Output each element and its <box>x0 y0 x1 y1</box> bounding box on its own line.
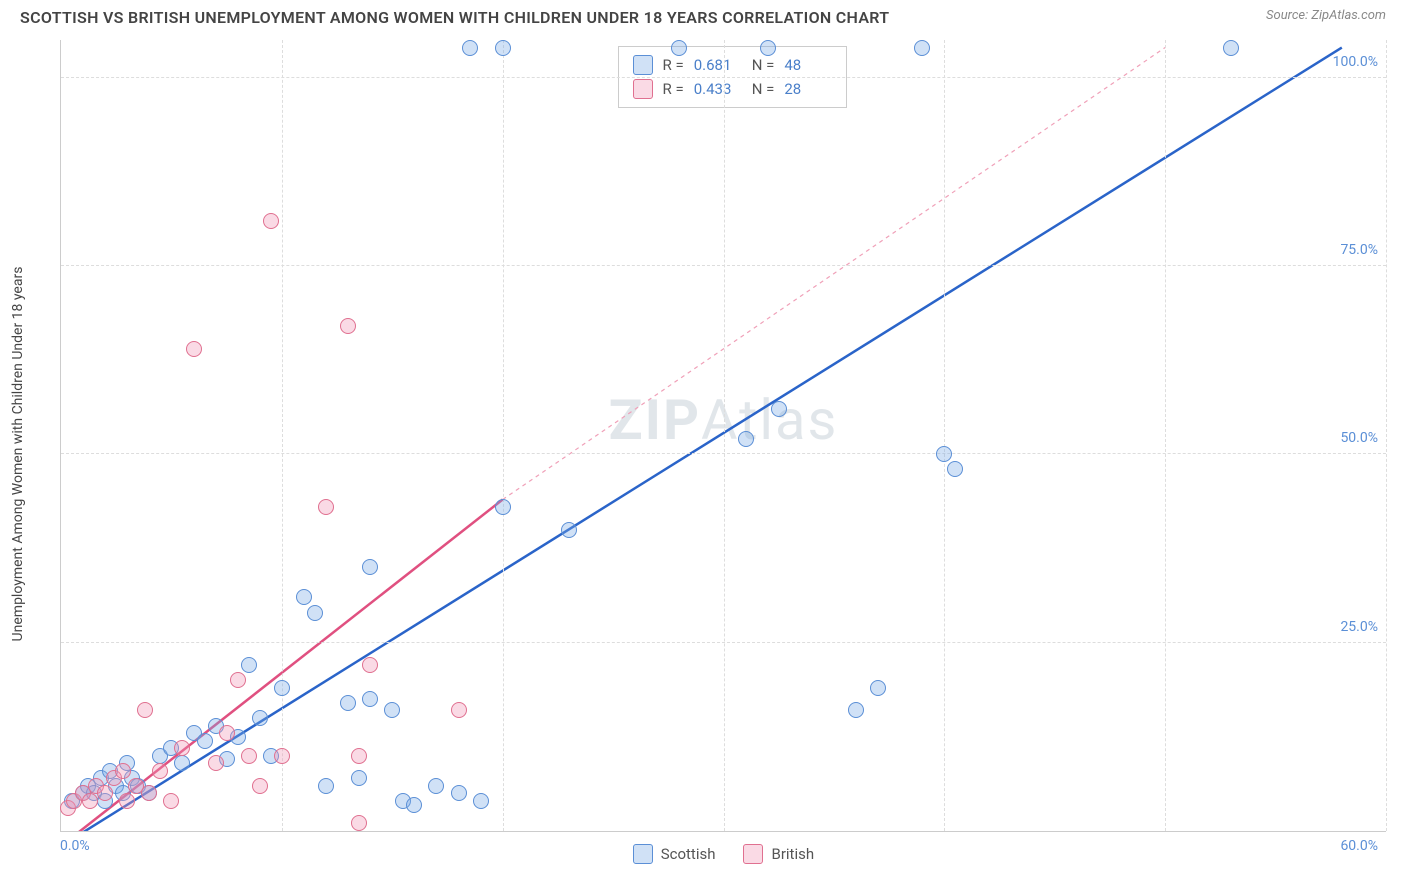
data-point <box>362 657 378 673</box>
grid-line-v <box>944 40 945 831</box>
series-legend: Scottish British <box>633 844 814 864</box>
y-tick-label: 100.0% <box>1333 54 1378 70</box>
r-value: 0.433 <box>694 80 742 98</box>
legend-label: Scottish <box>661 845 716 863</box>
data-point <box>428 778 444 794</box>
legend-swatch <box>743 844 763 864</box>
r-value: 0.681 <box>694 56 742 74</box>
y-tick-label: 25.0% <box>1340 619 1378 635</box>
data-point <box>362 691 378 707</box>
data-point <box>137 702 153 718</box>
n-value: 48 <box>784 56 832 74</box>
chart-title: SCOTTISH VS BRITISH UNEMPLOYMENT AMONG W… <box>20 8 889 27</box>
n-label: N = <box>752 56 775 74</box>
data-point <box>561 522 577 538</box>
n-label: N = <box>752 80 775 98</box>
data-point <box>495 40 511 56</box>
data-point <box>351 770 367 786</box>
data-point <box>936 446 952 462</box>
data-point <box>174 740 190 756</box>
data-point <box>274 748 290 764</box>
data-point <box>771 401 787 417</box>
data-point <box>241 748 257 764</box>
legend-swatch <box>633 79 653 99</box>
y-tick-label: 50.0% <box>1340 430 1378 446</box>
data-point <box>406 797 422 813</box>
data-point <box>307 605 323 621</box>
y-axis-label: Unemployment Among Women with Children U… <box>10 267 26 642</box>
data-point <box>318 499 334 515</box>
data-point <box>451 702 467 718</box>
data-point <box>1223 40 1239 56</box>
data-point <box>451 785 467 801</box>
grid-line-v <box>724 40 725 831</box>
legend-row: R = 0.433 N = 28 <box>633 77 833 101</box>
data-point <box>738 431 754 447</box>
y-tick-label: 75.0% <box>1340 242 1378 258</box>
data-point <box>362 559 378 575</box>
data-point <box>186 341 202 357</box>
data-point <box>82 793 98 809</box>
data-point <box>351 815 367 831</box>
n-value: 28 <box>784 80 832 98</box>
data-point <box>870 680 886 696</box>
plot-area: ZIPAtlas R =0.681N =48R =0.433N =28 25.0… <box>60 40 1386 832</box>
data-point <box>163 793 179 809</box>
data-point <box>473 793 489 809</box>
data-point <box>115 763 131 779</box>
grid-line-v <box>1386 40 1387 831</box>
x-tick-min: 0.0% <box>60 838 90 854</box>
r-label: R = <box>663 80 684 98</box>
data-point <box>252 778 268 794</box>
data-point <box>174 755 190 771</box>
legend-swatch <box>633 55 653 75</box>
data-point <box>197 733 213 749</box>
data-point <box>384 702 400 718</box>
data-point <box>274 680 290 696</box>
data-point <box>97 785 113 801</box>
data-point <box>340 318 356 334</box>
data-point <box>263 213 279 229</box>
data-point <box>947 461 963 477</box>
data-point <box>351 748 367 764</box>
legend-item: Scottish <box>633 844 716 864</box>
data-point <box>152 763 168 779</box>
r-label: R = <box>663 56 684 74</box>
data-point <box>462 40 478 56</box>
legend-label: British <box>771 845 814 863</box>
legend-row: R = 0.681 N = 48 <box>633 53 833 77</box>
data-point <box>760 40 776 56</box>
data-point <box>119 793 135 809</box>
grid-line-v <box>282 40 283 831</box>
data-point <box>671 40 687 56</box>
data-point <box>495 499 511 515</box>
data-point <box>230 672 246 688</box>
data-point <box>208 755 224 771</box>
data-point <box>914 40 930 56</box>
grid-line-v <box>1165 40 1166 831</box>
source-label: Source: ZipAtlas.com <box>1266 8 1386 23</box>
legend-item: British <box>743 844 814 864</box>
grid-line-v <box>503 40 504 831</box>
data-point <box>318 778 334 794</box>
data-point <box>296 589 312 605</box>
legend-swatch <box>633 844 653 864</box>
data-point <box>241 657 257 673</box>
data-point <box>252 710 268 726</box>
data-point <box>219 725 235 741</box>
data-point <box>340 695 356 711</box>
x-tick-max: 60.0% <box>1340 838 1378 854</box>
chart-area: ZIPAtlas R =0.681N =48R =0.433N =28 25.0… <box>60 40 1386 832</box>
data-point <box>848 702 864 718</box>
data-point <box>141 785 157 801</box>
